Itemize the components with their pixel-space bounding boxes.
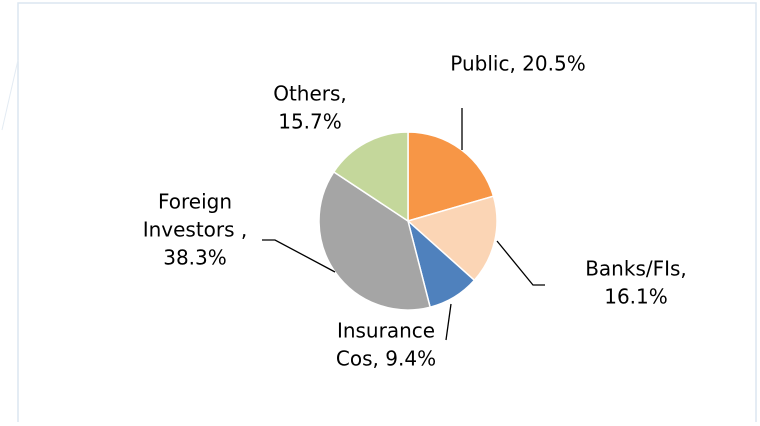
data-label: Foreign [158, 190, 232, 214]
data-label: Investors , [143, 218, 248, 242]
data-label: 16.1% [604, 285, 668, 309]
data-label: Banks/FIs, [585, 257, 687, 281]
decor-line [1, 59, 19, 131]
chart-frame [17, 2, 757, 426]
pie-slice [332, 131, 409, 223]
leader-line [262, 239, 336, 273]
data-label: Others, [273, 82, 347, 106]
pie-slice [318, 170, 432, 311]
data-label: Public, 20.5% [450, 52, 585, 76]
data-label: Insurance [337, 319, 435, 343]
data-label: 38.3% [163, 246, 227, 270]
pie [318, 131, 498, 311]
pie-slice [406, 195, 498, 282]
leader-line [496, 240, 545, 286]
data-label: Cos, 9.4% [336, 347, 436, 371]
leader-line [445, 303, 452, 341]
data-label: 15.7% [278, 110, 342, 134]
